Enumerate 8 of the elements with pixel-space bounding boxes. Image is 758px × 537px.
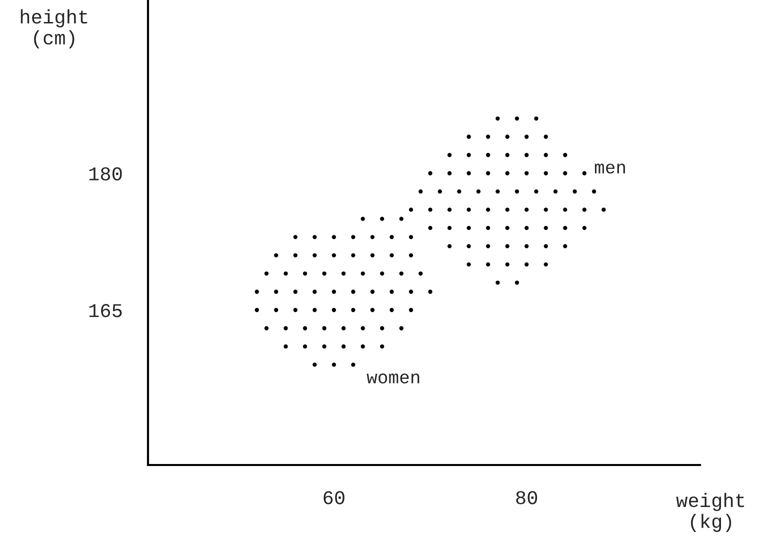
y-axis-title: height (cm) bbox=[20, 9, 88, 48]
series-label: women bbox=[366, 374, 420, 384]
series-label: men bbox=[594, 164, 625, 174]
y-tick-label: 180 bbox=[89, 167, 122, 180]
x-tick-label: 80 bbox=[516, 491, 538, 504]
x-axis-title: weight (kg) bbox=[676, 492, 744, 532]
x-tick-label: 60 bbox=[324, 491, 344, 504]
y-tick-label: 165 bbox=[89, 304, 122, 318]
